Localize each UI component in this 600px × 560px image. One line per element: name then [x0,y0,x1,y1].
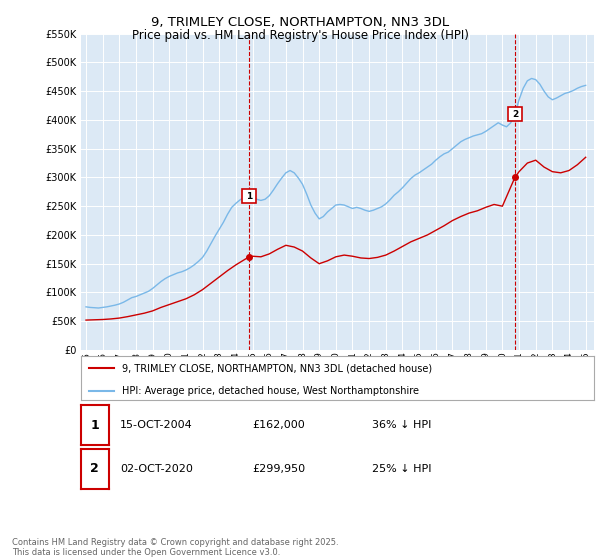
Text: 15-OCT-2004: 15-OCT-2004 [120,420,193,430]
Text: 1: 1 [246,192,252,200]
Text: 2: 2 [91,462,99,475]
Text: 9, TRIMLEY CLOSE, NORTHAMPTON, NN3 3DL (detached house): 9, TRIMLEY CLOSE, NORTHAMPTON, NN3 3DL (… [122,363,432,373]
Text: £299,950: £299,950 [252,464,305,474]
Text: 9, TRIMLEY CLOSE, NORTHAMPTON, NN3 3DL: 9, TRIMLEY CLOSE, NORTHAMPTON, NN3 3DL [151,16,449,29]
Text: 02-OCT-2020: 02-OCT-2020 [120,464,193,474]
Text: 25% ↓ HPI: 25% ↓ HPI [372,464,431,474]
Text: HPI: Average price, detached house, West Northamptonshire: HPI: Average price, detached house, West… [122,385,419,395]
Text: Contains HM Land Registry data © Crown copyright and database right 2025.
This d: Contains HM Land Registry data © Crown c… [12,538,338,557]
Text: 36% ↓ HPI: 36% ↓ HPI [372,420,431,430]
Text: 2: 2 [512,110,518,119]
Text: £162,000: £162,000 [252,420,305,430]
Text: Price paid vs. HM Land Registry's House Price Index (HPI): Price paid vs. HM Land Registry's House … [131,29,469,42]
Text: 1: 1 [91,418,99,432]
